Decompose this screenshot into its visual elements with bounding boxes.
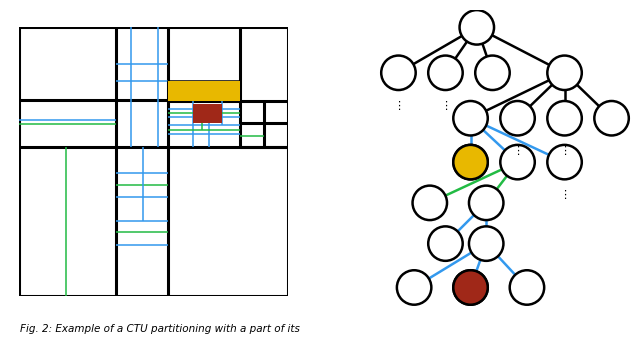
Circle shape (428, 226, 463, 261)
Text: ⋮: ⋮ (440, 101, 451, 111)
Circle shape (453, 270, 488, 305)
Circle shape (453, 145, 488, 179)
Circle shape (476, 56, 509, 90)
Bar (193, 104, 222, 123)
Circle shape (500, 101, 535, 135)
Circle shape (381, 56, 416, 90)
Circle shape (509, 270, 544, 305)
Circle shape (595, 101, 629, 135)
Text: ⋮: ⋮ (393, 101, 404, 111)
Circle shape (469, 186, 504, 220)
Circle shape (413, 186, 447, 220)
Circle shape (397, 270, 431, 305)
Circle shape (469, 226, 504, 261)
Text: Fig. 2: Example of a CTU partitioning with a part of its: Fig. 2: Example of a CTU partitioning wi… (20, 324, 300, 334)
Circle shape (547, 101, 582, 135)
Circle shape (547, 145, 582, 179)
Circle shape (500, 145, 535, 179)
Circle shape (453, 270, 488, 305)
Circle shape (547, 56, 582, 90)
Circle shape (460, 10, 494, 44)
Circle shape (453, 145, 488, 179)
Circle shape (428, 56, 463, 90)
Text: ⋮: ⋮ (512, 147, 523, 156)
Text: ⋮: ⋮ (559, 147, 570, 156)
Text: ⋮: ⋮ (559, 190, 570, 200)
Bar (168, 81, 239, 101)
Circle shape (453, 101, 488, 135)
